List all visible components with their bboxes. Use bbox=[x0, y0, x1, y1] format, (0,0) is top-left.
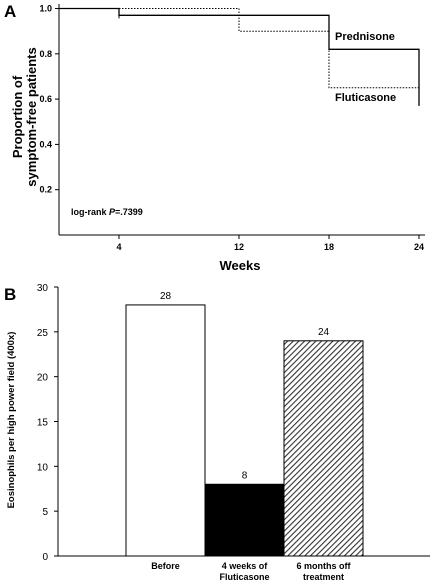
panel-a-x-tick-label: 4 bbox=[116, 242, 121, 252]
panel-a-x-tick-label: 24 bbox=[414, 242, 424, 252]
panel-b-y-tick-label: 25 bbox=[37, 328, 49, 339]
panel-a-y-tick-label: 0.4 bbox=[39, 139, 52, 149]
panel-b-y-axis-title: Eosinophils per high power field (400x) bbox=[6, 332, 17, 509]
logrank-value: =.7399 bbox=[115, 207, 143, 217]
panel-b-y-tick-label: 10 bbox=[37, 462, 49, 473]
panel-a-series bbox=[59, 7, 420, 106]
panel-a-x-tick-label: 18 bbox=[324, 242, 334, 252]
panel-b-letter: B bbox=[4, 285, 16, 304]
panel-a-y-ticks: 0.2 0.4 0.6 0.8 1.0 bbox=[39, 4, 59, 195]
panel-b-bars: 28 8 24 bbox=[125, 291, 364, 557]
panel-a-y-tick-label: 0.6 bbox=[39, 94, 52, 104]
category-label: Before bbox=[151, 561, 180, 571]
panel-a-x-tick-label: 12 bbox=[234, 242, 244, 252]
panel-a-letter: A bbox=[4, 2, 16, 21]
bar-2 bbox=[283, 340, 364, 557]
panel-a-logrank-annotation: log-rank P=.7399 bbox=[71, 207, 143, 217]
panel-a-chart: Proportion of symptom-free patients 0.20… bbox=[10, 4, 425, 273]
category-label: 4 weeks of bbox=[222, 561, 269, 571]
panel-a-y-tick-label: 0.2 bbox=[39, 185, 52, 195]
panel-b-y-tick-label: 20 bbox=[37, 373, 49, 384]
panel-b-chart: Eosinophils per high power field (400x) … bbox=[6, 283, 430, 582]
panel-a-series-label-fluticasone: Fluticasone bbox=[335, 92, 396, 104]
panel-b-y-tick-label: 5 bbox=[42, 507, 48, 518]
category-label: 6 months off bbox=[297, 561, 352, 571]
bar-value-label: 8 bbox=[242, 470, 248, 481]
panel-a-x-ticks: 4 12 18 24 bbox=[116, 235, 424, 252]
bar-1 bbox=[204, 483, 285, 557]
bar-value-label: 28 bbox=[160, 291, 172, 302]
logrank-prefix: log-rank bbox=[71, 207, 109, 217]
panel-b-y-ticks: 0 5 10 15 20 25 30 bbox=[37, 283, 58, 563]
bar-value-label: 24 bbox=[318, 327, 330, 338]
category-label: treatment bbox=[303, 572, 344, 582]
panel-b-y-tick-label: 30 bbox=[37, 283, 49, 294]
logrank-p: P bbox=[109, 207, 116, 217]
panel-b-y-tick-label: 0 bbox=[42, 552, 48, 563]
panel-a-y-axis-title-line2: symptom-free patients bbox=[24, 47, 39, 186]
category-label: Fluticasone bbox=[219, 572, 269, 582]
panel-a-x-axis-title: Weeks bbox=[220, 258, 261, 273]
panel-a-y-tick-label: 0.8 bbox=[39, 49, 52, 59]
panel-a-y-tick-label: 1.0 bbox=[39, 4, 52, 14]
panel-a-y-axis-title-line1: Proportion of bbox=[10, 75, 25, 158]
bar-0 bbox=[125, 304, 206, 557]
panel-b-y-tick-label: 15 bbox=[37, 418, 49, 429]
series-line-fluticasone bbox=[59, 8, 419, 89]
panel-a-series-label-prednisone: Prednisone bbox=[335, 31, 395, 43]
